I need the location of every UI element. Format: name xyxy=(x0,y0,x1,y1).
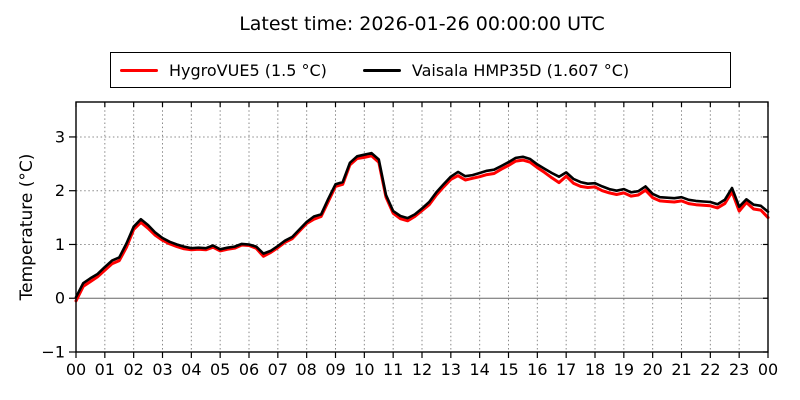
svg-text:16: 16 xyxy=(527,360,547,379)
svg-text:3: 3 xyxy=(55,127,65,146)
svg-text:22: 22 xyxy=(700,360,720,379)
svg-text:20: 20 xyxy=(642,360,662,379)
svg-text:14: 14 xyxy=(469,360,489,379)
svg-text:00: 00 xyxy=(758,360,778,379)
svg-text:01: 01 xyxy=(95,360,115,379)
svg-text:05: 05 xyxy=(210,360,230,379)
y-tick-labels: 3 2 1 0 −1 xyxy=(41,127,65,361)
svg-text:11: 11 xyxy=(383,360,403,379)
svg-text:15: 15 xyxy=(498,360,518,379)
vaisala-legend-label: Vaisala HMP35D (1.607 °C) xyxy=(411,60,630,80)
svg-text:09: 09 xyxy=(325,360,345,379)
svg-text:1: 1 xyxy=(55,235,65,254)
svg-text:02: 02 xyxy=(123,360,143,379)
hygrovue5-line-swatch xyxy=(120,68,158,72)
svg-text:21: 21 xyxy=(671,360,691,379)
svg-text:2: 2 xyxy=(55,181,65,200)
svg-text:04: 04 xyxy=(181,360,201,379)
svg-text:06: 06 xyxy=(239,360,259,379)
hygrovue5-legend-label: HygroVUE5 (1.5 °C) xyxy=(169,60,327,80)
legend-entry-hygrovue5: HygroVUE5 (1.5 °C) xyxy=(120,61,327,80)
svg-text:17: 17 xyxy=(556,360,576,379)
chart-title: Latest time: 2026-01-26 00:00:00 UTC xyxy=(239,13,605,35)
svg-text:08: 08 xyxy=(296,360,316,379)
svg-text:23: 23 xyxy=(729,360,749,379)
axis-ticks xyxy=(69,102,769,358)
series-vaisala xyxy=(74,151,770,299)
legend: HygroVUE5 (1.5 °C) Vaisala HMP35D (1.607… xyxy=(110,52,731,88)
vaisala-line-swatch xyxy=(362,68,401,72)
svg-text:0: 0 xyxy=(55,289,65,308)
svg-text:12: 12 xyxy=(412,360,432,379)
x-tick-labels: 00 01 02 03 04 05 06 07 08 09 10 11 12 13 14 15 16 17 18 19… xyxy=(66,360,778,379)
legend-entry-vaisala: Vaisala HMP35D (1.607 °C) xyxy=(362,60,630,80)
svg-text:−1: −1 xyxy=(41,343,65,362)
svg-text:13: 13 xyxy=(441,360,461,379)
svg-text:10: 10 xyxy=(354,360,374,379)
svg-text:00: 00 xyxy=(66,360,86,379)
svg-text:03: 03 xyxy=(152,360,172,379)
svg-text:19: 19 xyxy=(614,360,634,379)
svg-text:07: 07 xyxy=(268,360,288,379)
svg-text:18: 18 xyxy=(585,360,605,379)
grid xyxy=(76,102,768,352)
series-hygrovue5 xyxy=(74,154,770,303)
